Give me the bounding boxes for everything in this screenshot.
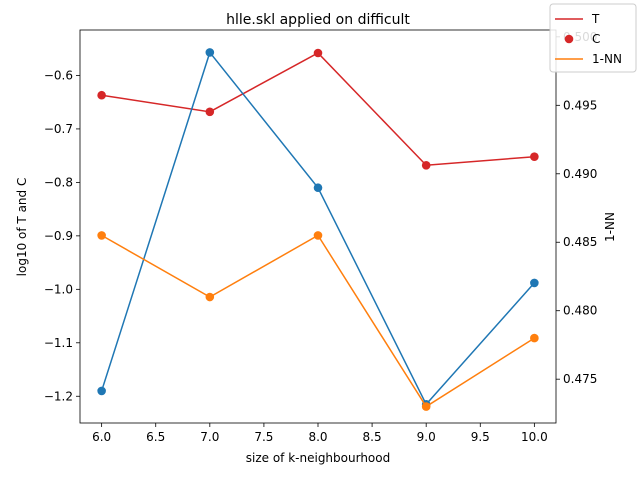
legend-frame xyxy=(549,3,637,73)
plot-area xyxy=(79,29,557,424)
left-y-tick-label: −1.2 xyxy=(44,389,73,403)
x-tick-label: 8.0 xyxy=(308,430,327,444)
plot-frame xyxy=(79,29,557,424)
x-axis-ticks: 6.0 6.5 7.0 7.5 8.0 8.5 9.0 9.5 10.0 xyxy=(92,423,548,444)
left-y-tick-label: −0.7 xyxy=(44,122,73,136)
x-tick-label: 9.5 xyxy=(471,430,490,444)
right-y-tick-label: 0.475 xyxy=(563,372,597,386)
x-axis-label: size of k-neighbourhood xyxy=(246,451,390,465)
data-point-t xyxy=(205,107,215,117)
data-point-1-nn xyxy=(97,231,106,240)
data-point-c xyxy=(97,386,106,396)
data-point-c xyxy=(313,183,323,193)
data-point-t xyxy=(97,90,106,100)
data-point-c xyxy=(530,278,539,288)
legend-label-t: T xyxy=(591,12,600,26)
data-point-1-nn xyxy=(205,292,215,302)
left-y-axis-ticks: −1.2 −1.1 −1.0 −0.9 −0.8 −0.7 −0.6 xyxy=(44,68,80,403)
right-y-tick-label: 0.480 xyxy=(563,304,597,318)
x-tick-label: 7.5 xyxy=(254,430,273,444)
x-tick-label: 6.0 xyxy=(92,430,111,444)
legend-label-c: C xyxy=(592,32,600,46)
legend-swatch-c xyxy=(564,34,574,44)
legend: TC 1-NN xyxy=(549,3,637,73)
right-y-tick-label: 0.485 xyxy=(563,235,597,249)
data-point-1-nn xyxy=(313,231,323,240)
right-y-tick-label: 0.495 xyxy=(563,98,597,112)
x-tick-label: 6.5 xyxy=(146,430,165,444)
right-y-axis-label: 1-NN xyxy=(603,212,617,242)
legend-label-1-nn: 1-NN xyxy=(592,52,622,66)
data-point-c xyxy=(205,48,215,57)
series-layer xyxy=(97,48,539,411)
data-point-t xyxy=(530,152,539,162)
chart-title: hlle.skl applied on difficult xyxy=(226,12,410,28)
right-y-tick-label: 0.490 xyxy=(563,167,597,181)
data-point-1-nn xyxy=(421,402,431,411)
x-tick-label: 10.0 xyxy=(521,430,548,444)
left-y-tick-label: −1.0 xyxy=(44,282,73,296)
left-y-tick-label: −0.6 xyxy=(44,68,73,82)
left-y-tick-label: −0.9 xyxy=(44,229,73,243)
left-y-axis-label: log10 of T and C xyxy=(15,178,29,277)
x-tick-label: 9.0 xyxy=(417,430,436,444)
data-point-t xyxy=(421,160,431,170)
x-tick-label: 8.5 xyxy=(363,430,382,444)
data-point-1-nn xyxy=(530,333,539,343)
left-y-tick-label: −0.8 xyxy=(44,175,73,189)
x-tick-label: 7.0 xyxy=(200,430,219,444)
left-y-tick-label: −1.1 xyxy=(44,336,73,350)
data-point-t xyxy=(313,48,323,58)
